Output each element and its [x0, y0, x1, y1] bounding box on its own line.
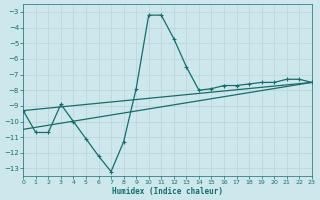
X-axis label: Humidex (Indice chaleur): Humidex (Indice chaleur) [112, 187, 223, 196]
